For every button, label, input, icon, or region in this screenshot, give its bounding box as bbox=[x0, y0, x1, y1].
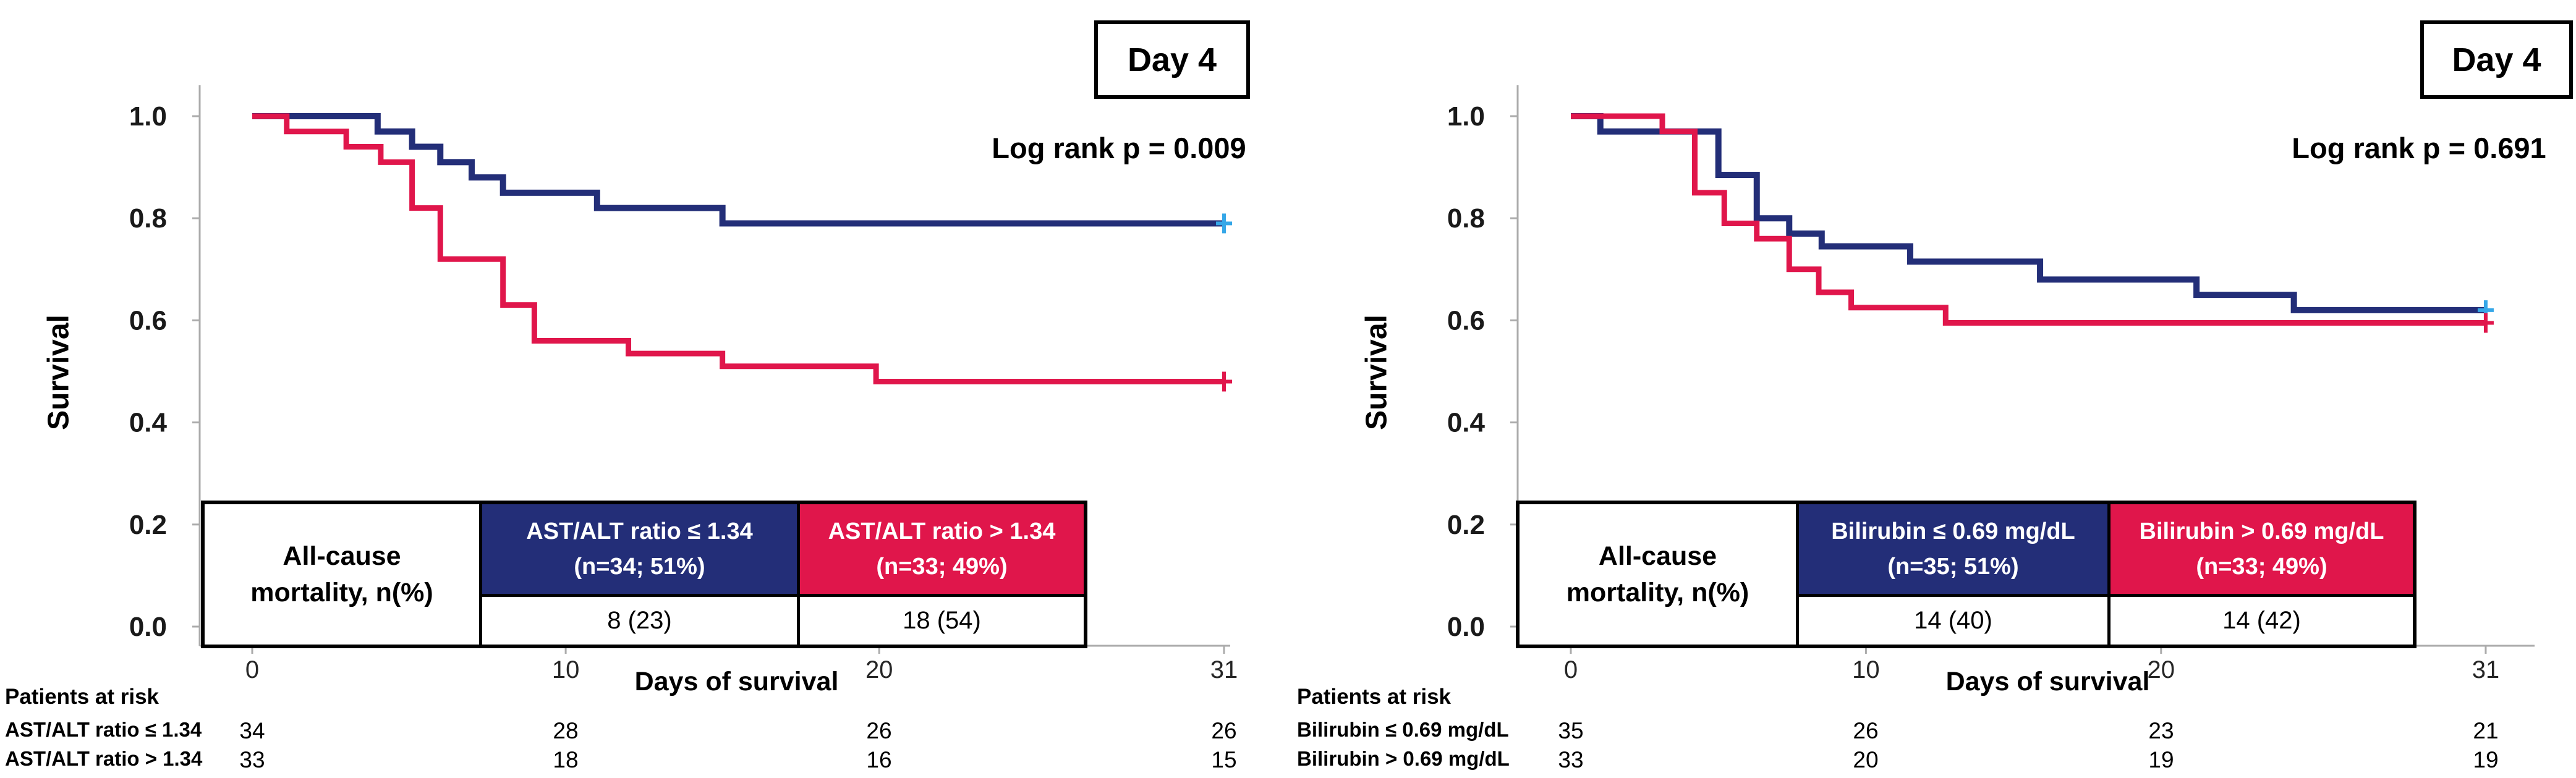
group1-header: Bilirubin ≤ 0.69 mg/dL (n=35; 51%) bbox=[1799, 504, 2107, 594]
group1-name: Bilirubin ≤ 0.69 mg/dL bbox=[1831, 518, 2075, 544]
group1-mortality-value: 14 (40) bbox=[1799, 597, 2107, 645]
group2-name: AST/ALT ratio > 1.34 bbox=[828, 518, 1056, 544]
y-tick-label: 0.2 bbox=[1447, 510, 1485, 540]
risk-count: 33 bbox=[239, 747, 265, 772]
row-header-line1: All-cause bbox=[1598, 541, 1717, 572]
log-rank-annotation: Log rank p = 0.009 bbox=[992, 132, 1246, 164]
risk-count: 26 bbox=[1853, 718, 1879, 743]
risk-count: 26 bbox=[1211, 718, 1237, 743]
x-tick-label: 10 bbox=[552, 656, 580, 683]
mortality-table: All-cause mortality, n(%) Bilirubin ≤ 0.… bbox=[1516, 501, 2417, 648]
y-tick-label: 1.0 bbox=[129, 101, 167, 132]
x-axis-title: Days of survival bbox=[1946, 667, 2150, 696]
group1-n: (n=34; 51%) bbox=[574, 553, 705, 580]
y-axis-title: Survival bbox=[1360, 315, 1393, 430]
group2-n: (n=33; 49%) bbox=[876, 553, 1008, 580]
day-4-box: Day 4 bbox=[2420, 20, 2573, 99]
x-tick-label: 0 bbox=[1564, 656, 1578, 683]
risk-count: 16 bbox=[866, 747, 892, 772]
km-curve-low-group bbox=[1571, 113, 2486, 313]
risk-count: 34 bbox=[239, 718, 265, 743]
y-tick-label: 0.8 bbox=[1447, 203, 1485, 234]
y-tick-label: 0.6 bbox=[1447, 305, 1485, 336]
x-tick-label: 20 bbox=[865, 656, 893, 683]
row-header-line2: mortality, n(%) bbox=[1566, 577, 1749, 607]
mortality-table-row-header: All-cause mortality, n(%) bbox=[1520, 504, 1796, 645]
group2-header: AST/ALT ratio > 1.34 (n=33; 49%) bbox=[800, 504, 1084, 594]
risk-row1-label: AST/ALT ratio ≤ 1.34 bbox=[5, 718, 202, 741]
y-tick-label: 0.4 bbox=[129, 408, 168, 438]
y-tick-label: 1.0 bbox=[1447, 101, 1485, 132]
risk-count: 20 bbox=[1853, 747, 1879, 772]
group1-name: AST/ALT ratio ≤ 1.34 bbox=[526, 518, 753, 544]
x-tick-label: 20 bbox=[2148, 656, 2175, 683]
km-panel-astalt: 1.0 0.8 0.6 0.4 0.2 0.0 0 10 20 31 Days of surviva… bbox=[5, 20, 1250, 772]
y-tick-label: 0.6 bbox=[129, 305, 167, 336]
risk-count: 19 bbox=[2473, 747, 2499, 772]
risk-count: 19 bbox=[2148, 747, 2174, 772]
x-axis-title: Days of survival bbox=[635, 667, 839, 696]
risk-row1-label: Bilirubin ≤ 0.69 mg/dL bbox=[1297, 718, 1509, 741]
risk-count: 35 bbox=[1558, 718, 1584, 743]
group2-name: Bilirubin > 0.69 mg/dL bbox=[2139, 518, 2384, 544]
row-header-line1: All-cause bbox=[283, 541, 401, 572]
y-tick-label: 0.2 bbox=[129, 510, 167, 540]
x-tick-label: 10 bbox=[1852, 656, 1880, 683]
risk-row2-label: AST/ALT ratio > 1.34 bbox=[5, 747, 203, 770]
risk-count: 21 bbox=[2473, 718, 2499, 743]
km-chart-bilirubin: 1.0 0.8 0.6 0.4 0.2 0.0 0 10 20 31 Days of surviva… bbox=[1447, 85, 2535, 696]
risk-count: 26 bbox=[866, 718, 892, 743]
patients-at-risk-title: Patients at risk bbox=[1297, 685, 1451, 709]
risk-count: 33 bbox=[1558, 747, 1584, 772]
km-chart-astalt: 1.0 0.8 0.6 0.4 0.2 0.0 0 10 20 31 Days of surviva… bbox=[129, 85, 1238, 696]
group2-mortality-value: 14 (42) bbox=[2111, 597, 2413, 645]
group2-n: (n=33; 49%) bbox=[2196, 553, 2327, 580]
group1-header: AST/ALT ratio ≤ 1.34 (n=34; 51%) bbox=[482, 504, 797, 594]
row-header-line2: mortality, n(%) bbox=[250, 577, 433, 607]
risk-count: 15 bbox=[1211, 747, 1237, 772]
x-tick-label: 0 bbox=[245, 656, 259, 683]
x-tick-label: 31 bbox=[2472, 656, 2500, 683]
day-4-box: Day 4 bbox=[1094, 20, 1250, 99]
risk-row2-label: Bilirubin > 0.69 mg/dL bbox=[1297, 747, 1510, 770]
km-curve-low-group bbox=[252, 113, 1225, 227]
km-panel-bilirubin: 1.0 0.8 0.6 0.4 0.2 0.0 0 10 20 31 Days of surviva… bbox=[1288, 0, 2576, 778]
mortality-table: All-cause mortality, n(%) AST/ALT ratio … bbox=[201, 501, 1087, 648]
km-curve-high-group bbox=[1571, 113, 2486, 326]
group1-mortality-value: 8 (23) bbox=[482, 597, 797, 645]
y-tick-label: 0.4 bbox=[1447, 408, 1486, 438]
mortality-table-row-header: All-cause mortality, n(%) bbox=[205, 504, 479, 645]
group2-mortality-value: 18 (54) bbox=[800, 597, 1084, 645]
y-tick-label: 0.8 bbox=[129, 203, 167, 234]
y-tick-label: 0.0 bbox=[129, 612, 167, 642]
y-tick-label: 0.0 bbox=[1447, 612, 1485, 642]
risk-count: 18 bbox=[553, 747, 579, 772]
y-axis-title: Survival bbox=[42, 315, 75, 430]
group2-header: Bilirubin > 0.69 mg/dL (n=33; 49%) bbox=[2111, 504, 2413, 594]
log-rank-annotation: Log rank p = 0.691 bbox=[2292, 132, 2546, 164]
risk-count: 23 bbox=[2148, 718, 2174, 743]
x-tick-label: 31 bbox=[1210, 656, 1238, 683]
risk-count: 28 bbox=[553, 718, 579, 743]
group1-n: (n=35; 51%) bbox=[1887, 553, 2019, 580]
patients-at-risk-title: Patients at risk bbox=[5, 685, 159, 709]
km-curve-high-group bbox=[252, 113, 1225, 385]
